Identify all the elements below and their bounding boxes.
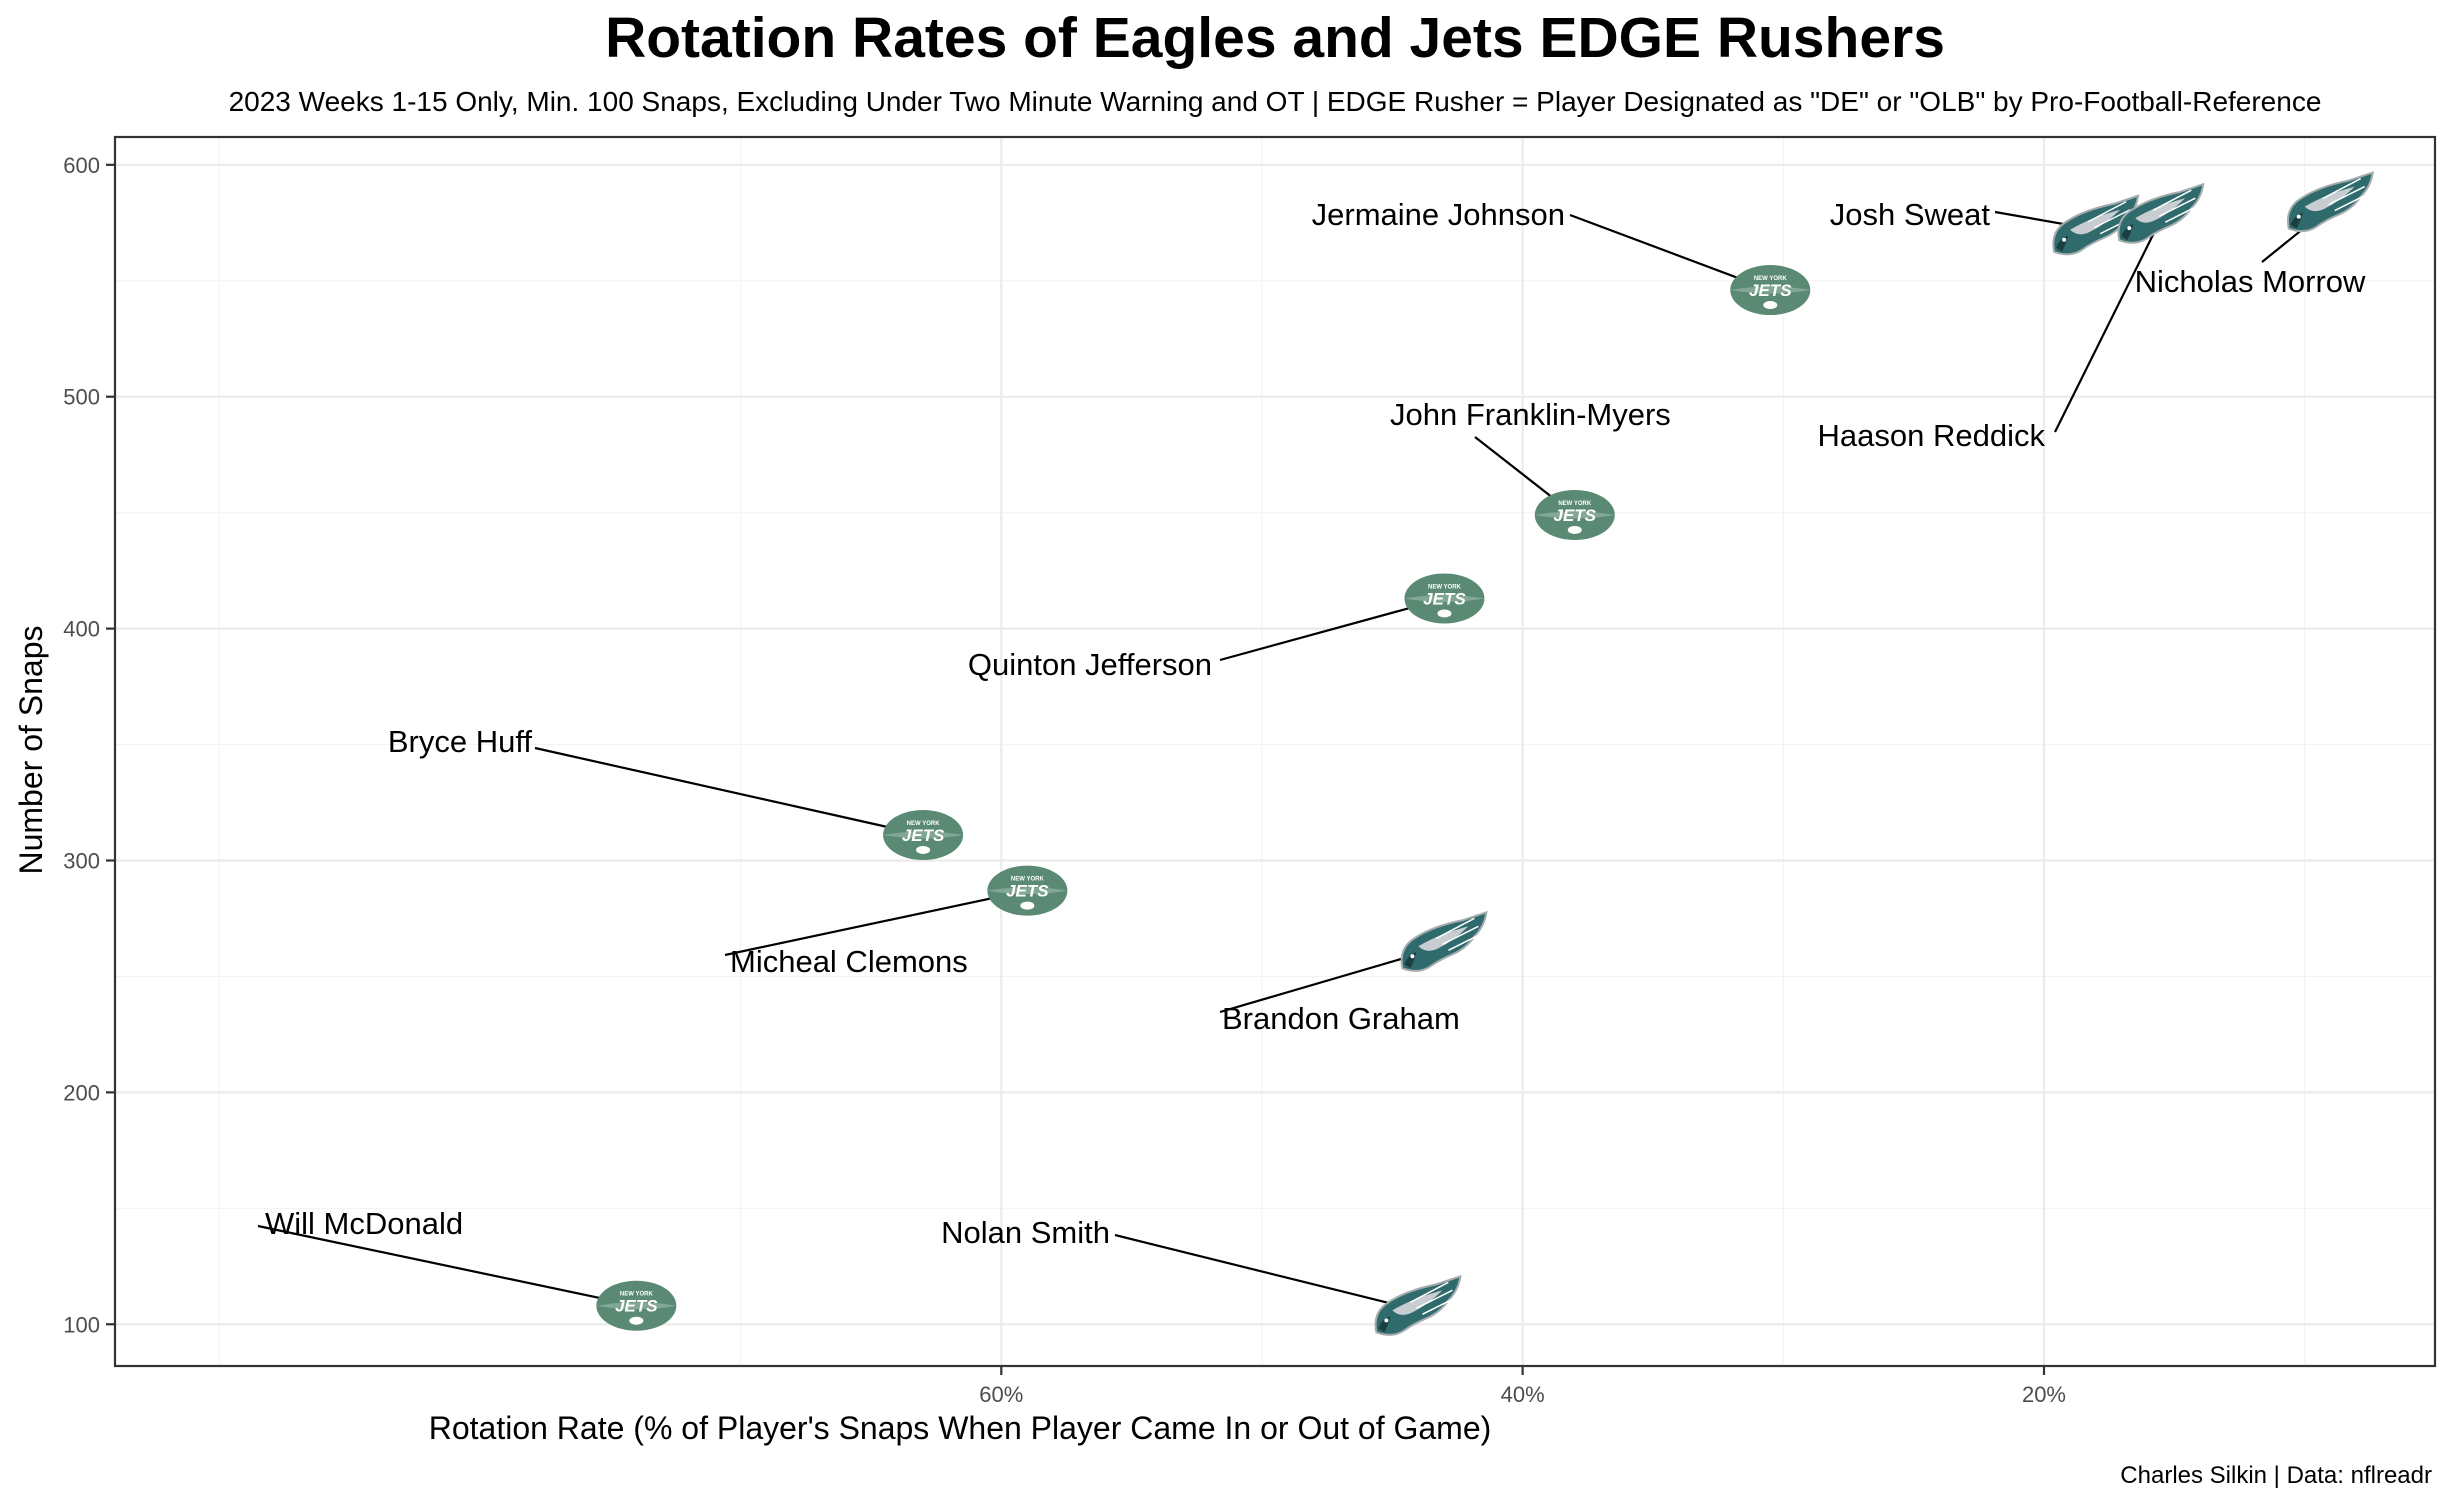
- grid-lines: [115, 137, 2435, 1366]
- panel-border: [113, 135, 2437, 1368]
- x-axis-title: Rotation Rate (% of Player's Snaps When …: [429, 1410, 1492, 1446]
- point-label-haason-reddick: Haason Reddick: [1818, 418, 2046, 453]
- leader-line-nolan-smith: [1114, 1233, 1419, 1312]
- point-label-john-franklin-myers: John Franklin-Myers: [1390, 397, 1671, 432]
- jets-logo-icon: [883, 809, 964, 860]
- jets-logo-icon: [1404, 573, 1485, 624]
- leader-line-quinton-jefferson: [1219, 597, 1445, 662]
- chart-title: Rotation Rates of Eagles and Jets EDGE R…: [605, 6, 1945, 70]
- point-labels: Will McDonald Bryce Huff Micheal Clemons Qu…: [265, 197, 2366, 1250]
- eagles-logo-icon: [1400, 911, 1488, 972]
- y-tick-label: 100: [63, 1312, 100, 1337]
- y-tick-label: 300: [63, 848, 100, 873]
- y-tick-label: 500: [63, 385, 100, 410]
- jets-logo-icon: [1534, 489, 1615, 540]
- leader-line-micheal-clemons: [724, 889, 1028, 957]
- y-tick-label: 200: [63, 1080, 100, 1105]
- point-label-jermaine-johnson: Jermaine Johnson: [1312, 197, 1565, 232]
- point-label-will-mcdonald: Will McDonald: [265, 1206, 463, 1241]
- leader-line-will-mcdonald: [257, 1224, 637, 1307]
- x-axis: 60% 40% 20%: [979, 1366, 2066, 1407]
- leader-line-bryce-huff: [534, 746, 924, 837]
- eagles-logo-icon: [2286, 171, 2374, 233]
- eagles-logo-icon: [2117, 183, 2205, 244]
- leader-line-haason-reddick: [2054, 217, 2163, 433]
- point-label-brandon-graham: Brandon Graham: [1222, 1001, 1460, 1036]
- point-label-bryce-huff: Bryce Huff: [388, 724, 533, 759]
- point-label-josh-sweat: Josh Sweat: [1830, 197, 1991, 232]
- eagles-logo-icon: [1374, 1275, 1462, 1336]
- point-label-nolan-smith: Nolan Smith: [941, 1215, 1110, 1250]
- jets-logo-icon: [1730, 265, 1811, 316]
- jets-logo-icon: [987, 865, 1068, 916]
- y-tick-label: 400: [63, 617, 100, 642]
- y-tick-label: 600: [63, 153, 100, 178]
- leader-lines: [257, 205, 2332, 1312]
- x-tick-label: 20%: [2022, 1382, 2066, 1407]
- chart-subtitle: 2023 Weeks 1-15 Only, Min. 100 Snaps, Ex…: [229, 86, 2322, 117]
- data-points: [596, 171, 2374, 1336]
- x-tick-label: 40%: [1501, 1382, 1545, 1407]
- chart-caption: Charles Silkin | Data: nflreadr: [2120, 1462, 2432, 1489]
- point-label-micheal-clemons: Micheal Clemons: [730, 944, 968, 979]
- plot-panel: Will McDonald Bryce Huff Micheal Clemons Qu…: [113, 135, 2437, 1368]
- y-axis-title: Number of Snaps: [13, 625, 49, 874]
- point-label-nicholas-morrow: Nicholas Morrow: [2135, 264, 2366, 299]
- x-tick-label: 60%: [979, 1382, 1023, 1407]
- point-label-quinton-jefferson: Quinton Jefferson: [968, 647, 1212, 682]
- y-axis: 100 200 300 400 500 600: [63, 153, 115, 1337]
- jets-logo-icon: [596, 1280, 677, 1331]
